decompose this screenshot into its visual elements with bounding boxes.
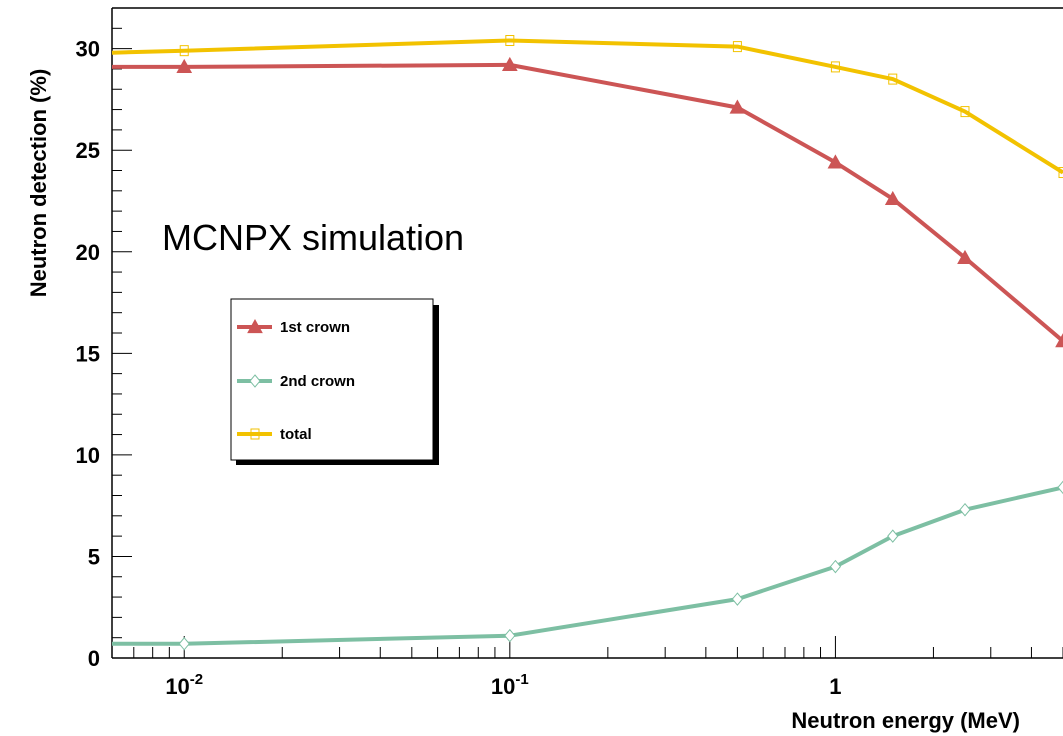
legend-marker-3 [250,428,260,440]
series-1-point [827,154,844,169]
x-axis-title: Neutron energy (MeV) [791,708,1020,733]
legend-marker-2 [249,374,261,388]
series-3-point [505,35,515,46]
series-line-2 [112,485,1063,646]
series-1-point [729,99,746,114]
series-1-point [884,190,901,206]
legend: 1st crown 2nd crown total [230,298,439,465]
x-tick-label: 10-1 [491,671,529,699]
legend-label-2: 2nd crown [280,373,355,390]
y-tick-label: 0 [88,646,100,671]
annotation-text: MCNPX simulation [162,217,464,258]
series-layer [111,35,1063,651]
legend-label-3: total [280,426,312,443]
series-2-point [829,559,842,574]
axes: 0 5 10 15 20 25 30 10-2 10-1 1 [76,7,1063,699]
series-1-point [176,58,193,74]
series-line-3 [111,38,1063,175]
series-1-point [501,56,518,71]
y-tick-label: 30 [76,37,100,62]
x-tick-label: 10-2 [165,671,203,699]
series-1-point [957,249,973,264]
y-tick-label: 20 [76,240,100,265]
x-tick-label: 1 [829,674,841,699]
series-3-point [830,61,840,73]
series-3-point [732,41,742,53]
series-3-point [179,45,189,57]
series-2-point [1057,480,1063,495]
y-tick-label: 25 [76,138,100,163]
y-tick-label: 10 [76,443,100,468]
series-line-1 [112,62,1063,343]
y-tick-label: 5 [88,544,100,569]
series-3-point [960,106,970,118]
series-3-point [888,73,898,85]
series-3-point [1058,167,1063,179]
series-2-point [504,628,516,643]
series-2-point [887,529,899,543]
y-tick-label: 15 [76,341,100,366]
legend-marker-1 [247,318,263,334]
legend-label-1: 1st crown [280,319,350,336]
series-2-point [731,592,744,606]
series-1-point [1055,333,1063,348]
y-axis-title: Neutron detection (%) [26,69,51,298]
series-2-point [178,637,190,651]
series-2-point [959,502,971,517]
